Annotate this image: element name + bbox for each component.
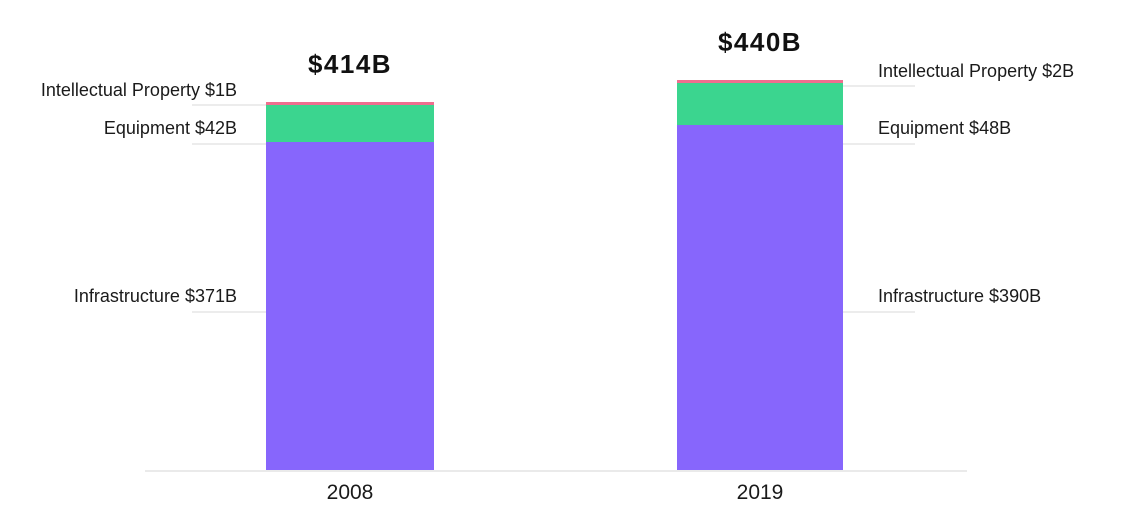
bar-segment-intellectual-property-2019[interactable]: [677, 80, 843, 83]
callout-infrastructure-2008: Infrastructure $371B: [73, 286, 237, 306]
callout-intellectual-property-2008: Intellectual Property $1B: [40, 80, 237, 100]
bar-segment-equipment-2008[interactable]: [266, 105, 434, 142]
bar-segment-infrastructure-2008[interactable]: [266, 142, 434, 470]
leader-line-equipment-2019: [843, 143, 915, 145]
bar-2019[interactable]: [677, 80, 843, 470]
callout-intellectual-property-2019: Intellectual Property $2B: [878, 61, 1075, 81]
bar-segment-infrastructure-2019[interactable]: [677, 125, 843, 470]
leader-line-equipment-2008: [192, 143, 266, 145]
bar-segment-intellectual-property-2008[interactable]: [266, 102, 434, 105]
leader-line-intellectual-property-2008: [192, 104, 266, 106]
x-axis-line: [145, 470, 967, 472]
bar-segment-equipment-2019[interactable]: [677, 83, 843, 125]
x-axis-label-2019: 2019: [736, 481, 784, 504]
callout-equipment-2008: Equipment $42B: [103, 118, 237, 138]
bar-total-label-2019: $440B: [717, 27, 803, 57]
leader-line-intellectual-property-2019: [843, 85, 915, 87]
callout-infrastructure-2019: Infrastructure $390B: [878, 286, 1042, 306]
bar-total-label-2008: $414B: [307, 49, 393, 79]
leader-line-infrastructure-2019: [843, 311, 915, 313]
callout-equipment-2019: Equipment $48B: [878, 118, 1012, 138]
bar-2008[interactable]: [266, 102, 434, 470]
x-axis-label-2008: 2008: [326, 481, 374, 504]
leader-line-infrastructure-2008: [192, 311, 266, 313]
